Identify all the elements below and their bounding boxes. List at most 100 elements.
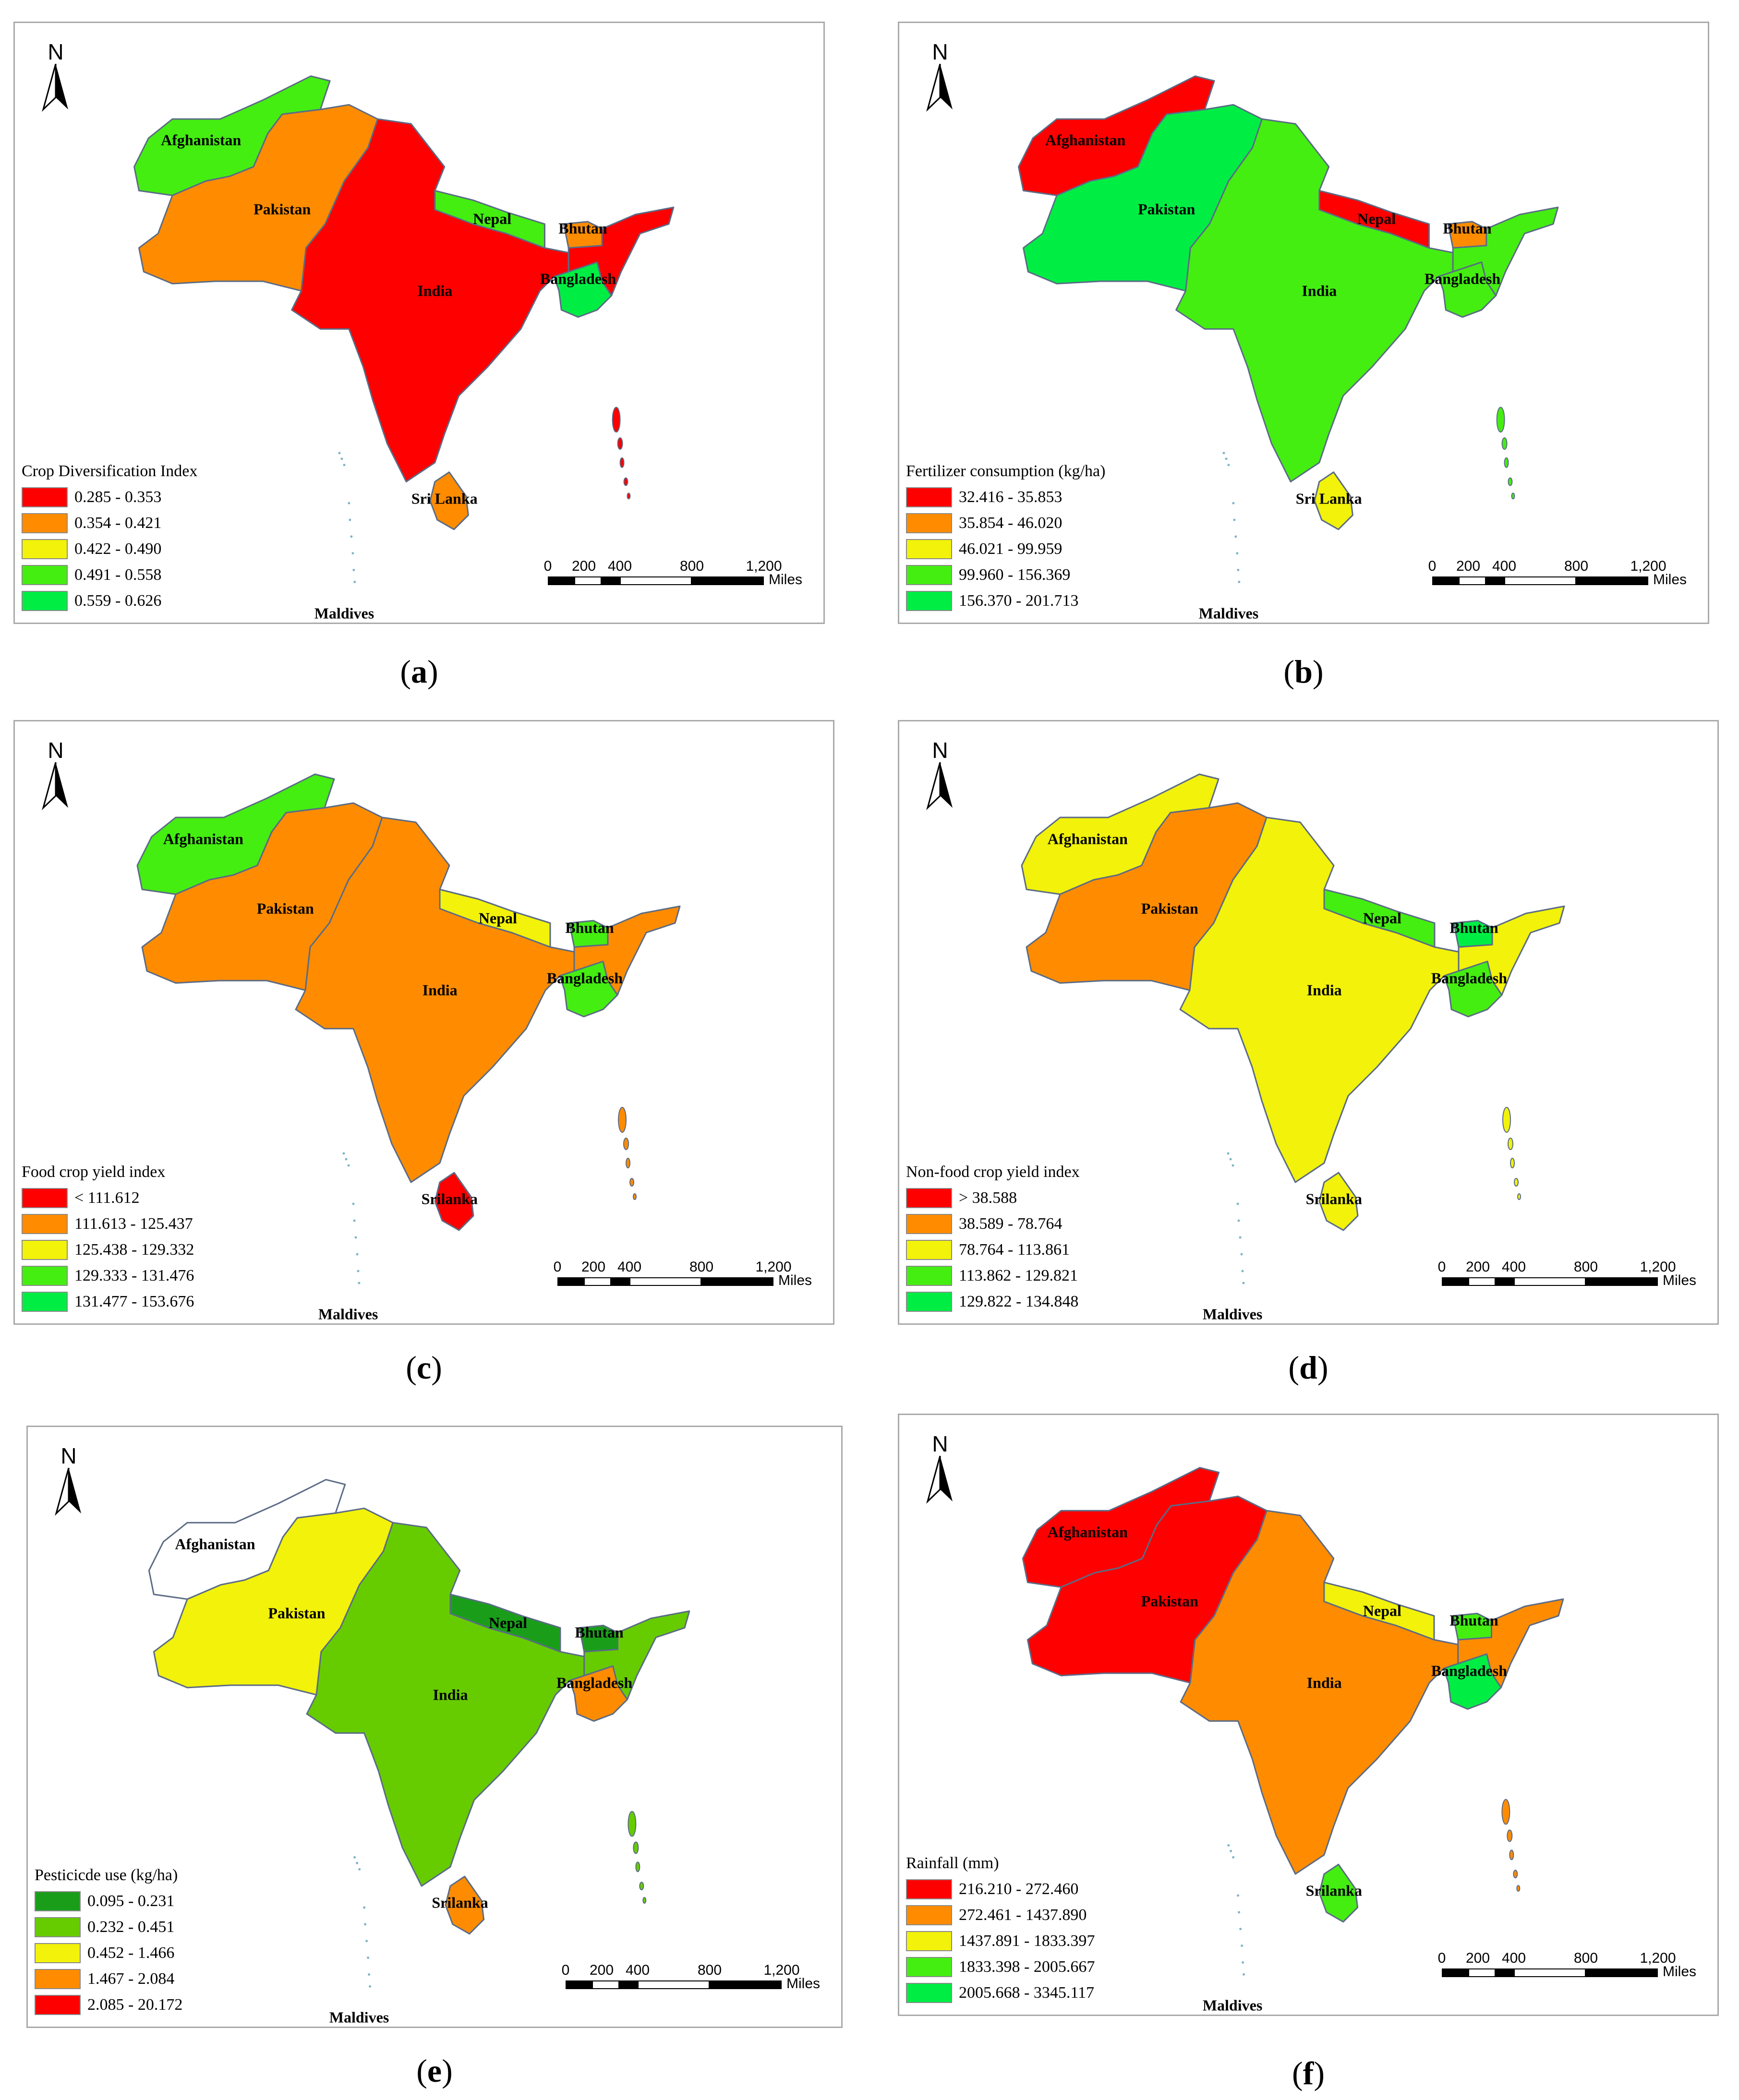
island-dot-4 [1238,1911,1241,1914]
north-label: N [48,738,64,763]
island-dot-2 [1232,1164,1234,1167]
island-andaman-0 [1501,1799,1510,1825]
island-dot-6 [1240,1253,1243,1256]
legend-item: 2.085 - 20.172 [35,1992,182,2018]
island-dot-1 [1229,1158,1232,1161]
legend-swatch [35,1995,81,2015]
island-dot-5 [354,1236,357,1239]
label-india: India [422,981,458,999]
label-india: India [433,1686,468,1704]
legend: Crop Diversification Index 0.285 - 0.353 0… [22,462,197,614]
legend-swatch [22,1214,68,1234]
legend-label: 99.960 - 156.369 [959,566,1071,584]
legend-swatch [35,1891,81,1911]
island-dot-0 [338,452,341,455]
island-andaman-1 [633,1841,639,1854]
north-arrow: N [921,738,959,813]
caption-part: d [1299,1349,1317,1386]
label-afghanistan: Afghanistan [1047,830,1128,848]
scale-segment [1514,1968,1586,1977]
legend-swatch [22,539,68,559]
label-india: India [1306,981,1342,999]
label-bhutan: Bhutan [1449,919,1498,936]
label-bangladesh: Bangladesh [546,969,623,987]
region-bangladesh [1437,261,1497,318]
caption-part: ( [1283,653,1295,690]
region-bhutan [1447,221,1487,249]
legend-title: Fertilizer consumption (kg/ha) [906,462,1106,480]
scale-tick: 0 [543,558,552,574]
scale-tick: 0 [1437,1950,1446,1966]
region-nepal [449,1594,561,1653]
island-dot-1 [345,1158,348,1161]
legend-swatch [906,565,952,585]
legend-title: Food crop yield index [22,1163,166,1181]
scale-tick: 400 [1501,1259,1526,1275]
scale-tick: 400 [617,1259,642,1275]
label-srilanka: Srilanka [421,1190,478,1208]
north-arrow-icon [926,1455,953,1504]
island-andaman-3 [1508,477,1513,486]
label-srilanka: Sri Lanka [1295,490,1362,507]
island-dot-3 [1232,502,1235,504]
region-srilanka [445,1875,485,1935]
scale-segment [610,1277,629,1286]
legend-swatch [906,1214,952,1234]
scale-tick: 800 [1573,1950,1598,1966]
island-andaman-2 [635,1861,640,1872]
label-afghanistan: Afghanistan [1047,1523,1128,1541]
region-bangladesh [1443,1653,1502,1710]
caption-part: ) [442,2052,453,2089]
legend-label: 2.085 - 20.172 [87,1996,183,2014]
caption-part: e [427,2052,442,2089]
legend-item: 1833.398 - 2005.667 [906,1954,1095,1980]
scale-tick: 0 [1437,1259,1446,1275]
region-bangladesh [559,960,618,1018]
legend-item: 111.613 - 125.437 [22,1211,194,1237]
scale-tick: 200 [1465,1259,1490,1275]
scale-tick: 200 [581,1259,606,1275]
legend-label: 216.210 - 272.460 [959,1880,1079,1898]
north-arrow-icon [55,1467,81,1516]
legend-swatch [35,1917,81,1937]
island-andaman-0 [1496,407,1505,433]
legend-label: 156.370 - 201.713 [959,592,1079,610]
island-andaman-4 [1517,1193,1521,1200]
caption-part: ) [1312,653,1324,690]
scale-tick: 400 [1492,558,1517,574]
island-dot-7 [1241,1270,1244,1272]
map-canvas [1022,1467,1564,1976]
island-dot-1 [356,1861,359,1864]
scale-segment [1576,576,1648,585]
label-bangladesh: Bangladesh [1431,969,1508,987]
north-arrow: N [921,1432,959,1506]
scale-segment [620,576,692,585]
island-dot-8 [358,1282,361,1284]
label-nepal: Nepal [489,1614,527,1632]
scale-ticks: 0 200 400 800 1,200 [1428,558,1701,576]
scale-tick: 0 [553,1259,562,1275]
island-dot-2 [347,1164,350,1167]
island-dot-3 [1236,1202,1239,1205]
scale-segment [710,1980,782,1989]
legend-item: 1.467 - 2.084 [35,1966,182,1992]
legend-swatch [906,1905,952,1925]
label-pakistan: Pakistan [1141,1592,1198,1610]
legend-swatch [22,1240,68,1260]
legend-item: 35.854 - 46.020 [906,510,1105,536]
label-pakistan: Pakistan [1141,900,1198,917]
north-arrow-icon [42,762,68,810]
legend-label: < 111.612 [74,1189,140,1207]
island-dot-4 [353,1219,356,1222]
island-dot-3 [348,502,350,504]
legend-label: > 38.588 [959,1189,1017,1207]
island-dot-7 [357,1270,360,1272]
label-bangladesh: Bangladesh [1424,270,1501,288]
island-dot-1 [1225,457,1228,460]
island-dot-5 [1239,1928,1242,1931]
scale-unit: Miles [1663,1272,1697,1288]
map-panel-c: N Afghanistan Pakistan India Nepal Bhutan Bang… [13,720,834,1325]
north-label: N [932,1431,948,1456]
label-maldives: Maldives [318,1305,378,1323]
island-andaman-4 [1511,492,1515,500]
